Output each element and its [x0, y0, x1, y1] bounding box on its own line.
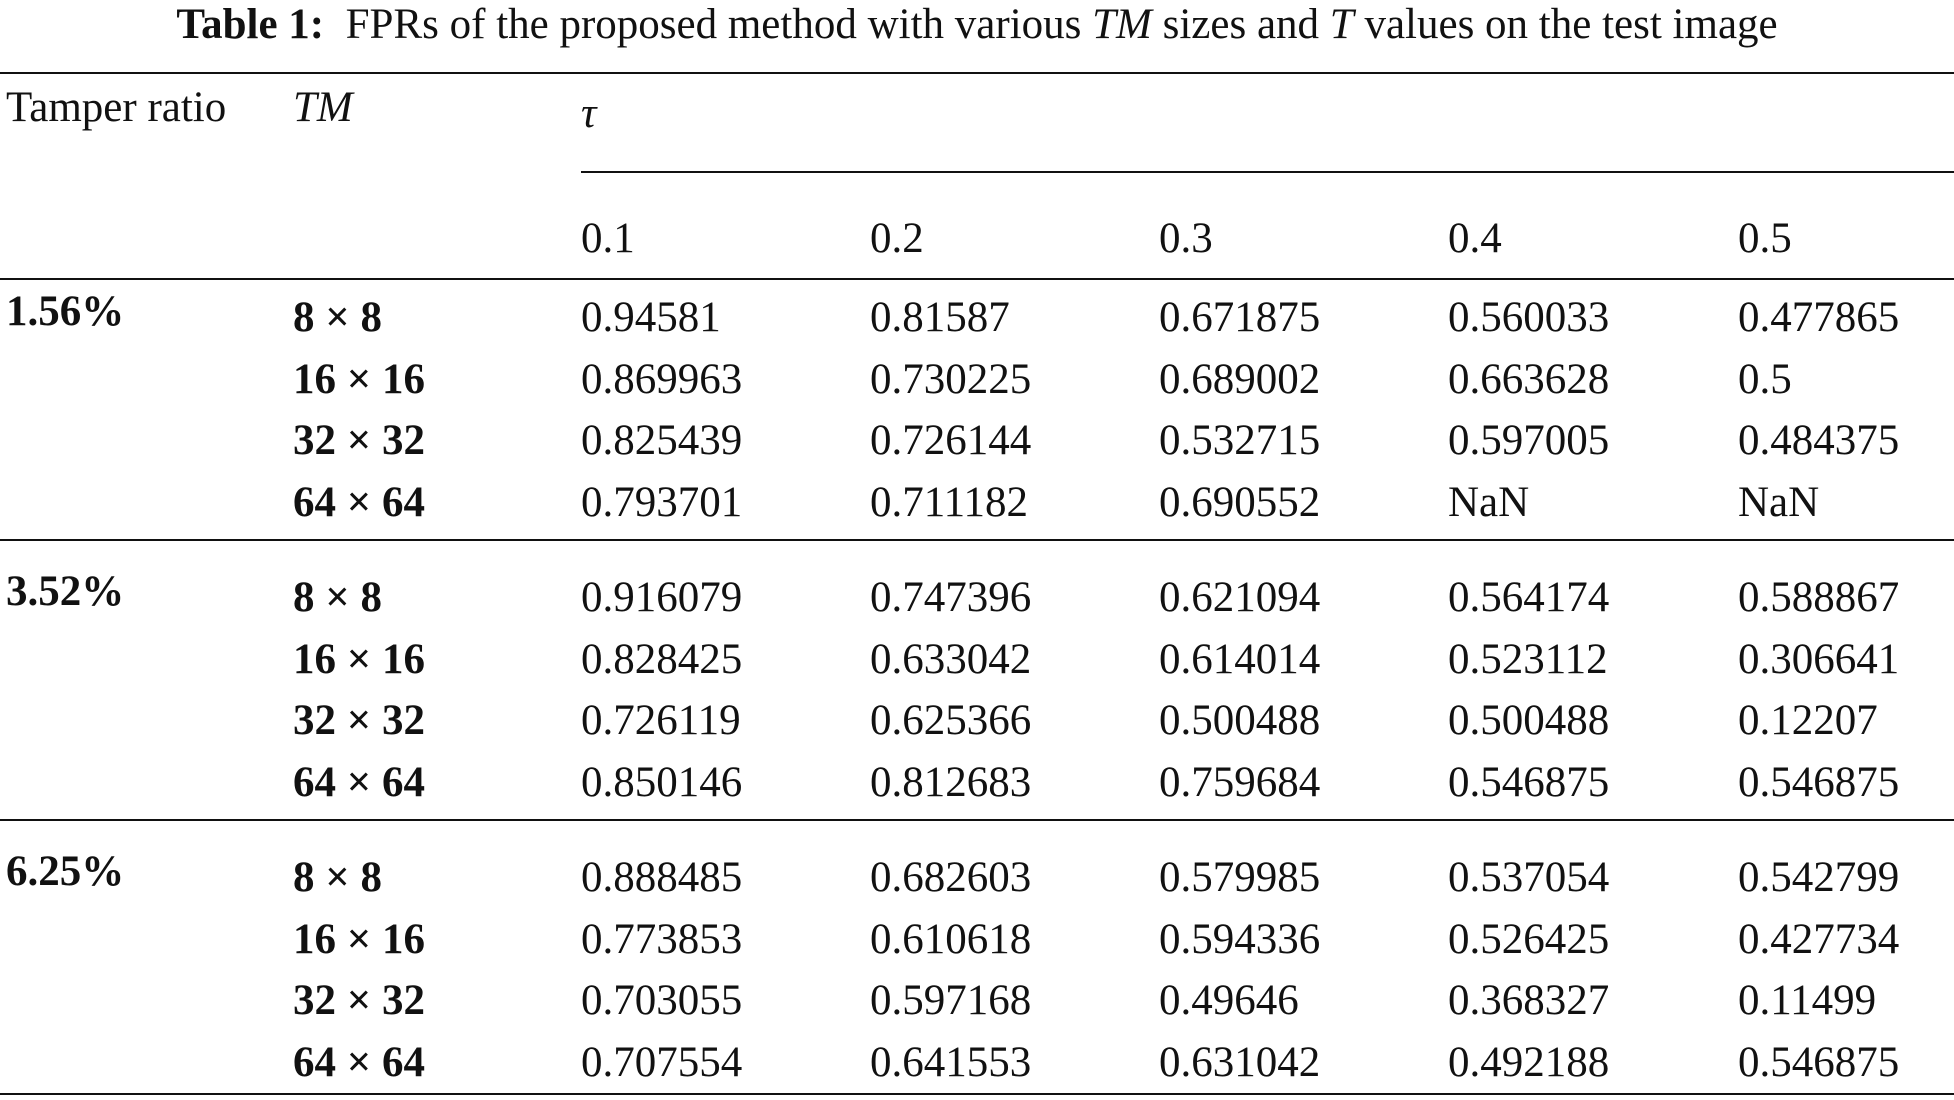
tm-cell: 8 × 8: [293, 854, 383, 901]
value-cell: 0.916079: [581, 574, 743, 621]
value-cell: 0.625366: [870, 697, 1032, 745]
header-cell: τ: [581, 90, 597, 137]
value-cell: 0.564174: [1448, 574, 1610, 621]
table-rule: [581, 171, 1954, 173]
tm-cell: 8 × 8: [293, 574, 383, 621]
tm-cell: 64 × 64: [293, 478, 426, 526]
value-cell: 0.671875: [1159, 294, 1321, 341]
value-cell: 0.850146: [581, 758, 743, 806]
value-cell: 0.793701: [581, 478, 743, 526]
table-rule: [0, 278, 1954, 280]
value-cell: 0.500488: [1448, 697, 1610, 745]
value-cell: 0.812683: [870, 758, 1032, 806]
value-cell: 0.759684: [1159, 758, 1321, 806]
value-cell: 0.614014: [1159, 635, 1321, 683]
value-cell: 0.703055: [581, 977, 743, 1025]
value-cell: NaN: [1448, 478, 1530, 526]
tm-cell: 32 × 32: [293, 417, 426, 465]
value-cell: 0.597005: [1448, 417, 1610, 465]
value-cell: 0.869963: [581, 355, 743, 403]
value-cell: 0.560033: [1448, 294, 1610, 341]
caption-text: T: [1329, 1, 1354, 48]
value-cell: 0.747396: [870, 574, 1032, 621]
tm-cell: 64 × 64: [293, 1038, 426, 1086]
value-cell: 0.477865: [1738, 294, 1900, 341]
value-cell: 0.94581: [581, 294, 721, 341]
value-cell: 0.689002: [1159, 355, 1321, 403]
ratio-cell: 1.56%: [6, 288, 125, 335]
value-cell: 0.594336: [1159, 915, 1321, 963]
value-cell: 0.711182: [870, 478, 1029, 526]
value-cell: 0.368327: [1448, 977, 1610, 1025]
header-cell: TM: [293, 84, 353, 131]
ratio-cell: 6.25%: [6, 848, 125, 895]
header-cell: 0.3: [1159, 215, 1213, 262]
ratio-cell: 3.52%: [6, 568, 125, 615]
value-cell: 0.773853: [581, 915, 743, 963]
value-cell: 0.523112: [1448, 635, 1608, 683]
value-cell: 0.492188: [1448, 1038, 1610, 1086]
tm-cell: 16 × 16: [293, 915, 426, 963]
value-cell: 0.546875: [1738, 1038, 1900, 1086]
table-rule: [0, 819, 1954, 821]
value-cell: 0.828425: [581, 635, 743, 683]
value-cell: 0.537054: [1448, 854, 1610, 901]
value-cell: 0.588867: [1738, 574, 1900, 621]
value-cell: NaN: [1738, 478, 1820, 526]
header-cell: 0.2: [870, 215, 924, 262]
tm-cell: 16 × 16: [293, 635, 426, 683]
value-cell: 0.427734: [1738, 915, 1900, 963]
caption-text: sizes and: [1162, 1, 1320, 48]
value-cell: 0.81587: [870, 294, 1010, 341]
value-cell: 0.12207: [1738, 697, 1878, 745]
value-cell: 0.825439: [581, 417, 743, 465]
value-cell: 0.707554: [581, 1038, 743, 1086]
header-cell: 0.5: [1738, 215, 1792, 262]
caption-label: Table 1:: [176, 1, 325, 48]
caption-text: FPRs of the proposed method with various: [345, 1, 1082, 48]
value-cell: 0.597168: [870, 977, 1032, 1025]
tm-cell: 16 × 16: [293, 355, 426, 403]
caption-text: TM: [1092, 1, 1152, 48]
value-cell: 0.546875: [1738, 758, 1900, 806]
value-cell: 0.610618: [870, 915, 1032, 963]
value-cell: 0.526425: [1448, 915, 1610, 963]
value-cell: 0.542799: [1738, 854, 1900, 901]
value-cell: 0.49646: [1159, 977, 1299, 1025]
tm-cell: 32 × 32: [293, 977, 426, 1025]
value-cell: 0.621094: [1159, 574, 1321, 621]
table-caption: Table 1: FPRs of the proposed method wit…: [0, 2, 1954, 48]
value-cell: 0.306641: [1738, 635, 1900, 683]
tm-cell: 64 × 64: [293, 758, 426, 806]
caption-text: values on the test image: [1364, 1, 1778, 48]
value-cell: 0.726144: [870, 417, 1032, 465]
value-cell: 0.888485: [581, 854, 743, 901]
header-cell: 0.1: [581, 215, 635, 262]
value-cell: 0.532715: [1159, 417, 1321, 465]
value-cell: 0.690552: [1159, 478, 1321, 526]
table-rule: [0, 1093, 1954, 1095]
tm-cell: 8 × 8: [293, 294, 383, 341]
value-cell: 0.484375: [1738, 417, 1900, 465]
table-rule: [0, 72, 1954, 74]
table-rule: [0, 539, 1954, 541]
value-cell: 0.579985: [1159, 854, 1321, 901]
value-cell: 0.726119: [581, 697, 741, 745]
value-cell: 0.730225: [870, 355, 1032, 403]
value-cell: 0.500488: [1159, 697, 1321, 745]
value-cell: 0.631042: [1159, 1038, 1321, 1086]
header-cell: Tamper ratio: [6, 84, 227, 131]
value-cell: 0.641553: [870, 1038, 1032, 1086]
value-cell: 0.546875: [1448, 758, 1610, 806]
tm-cell: 32 × 32: [293, 697, 426, 745]
value-cell: 0.11499: [1738, 977, 1877, 1025]
value-cell: 0.682603: [870, 854, 1032, 901]
header-cell: 0.4: [1448, 215, 1502, 262]
value-cell: 0.663628: [1448, 355, 1610, 403]
value-cell: 0.5: [1738, 355, 1792, 403]
value-cell: 0.633042: [870, 635, 1032, 683]
